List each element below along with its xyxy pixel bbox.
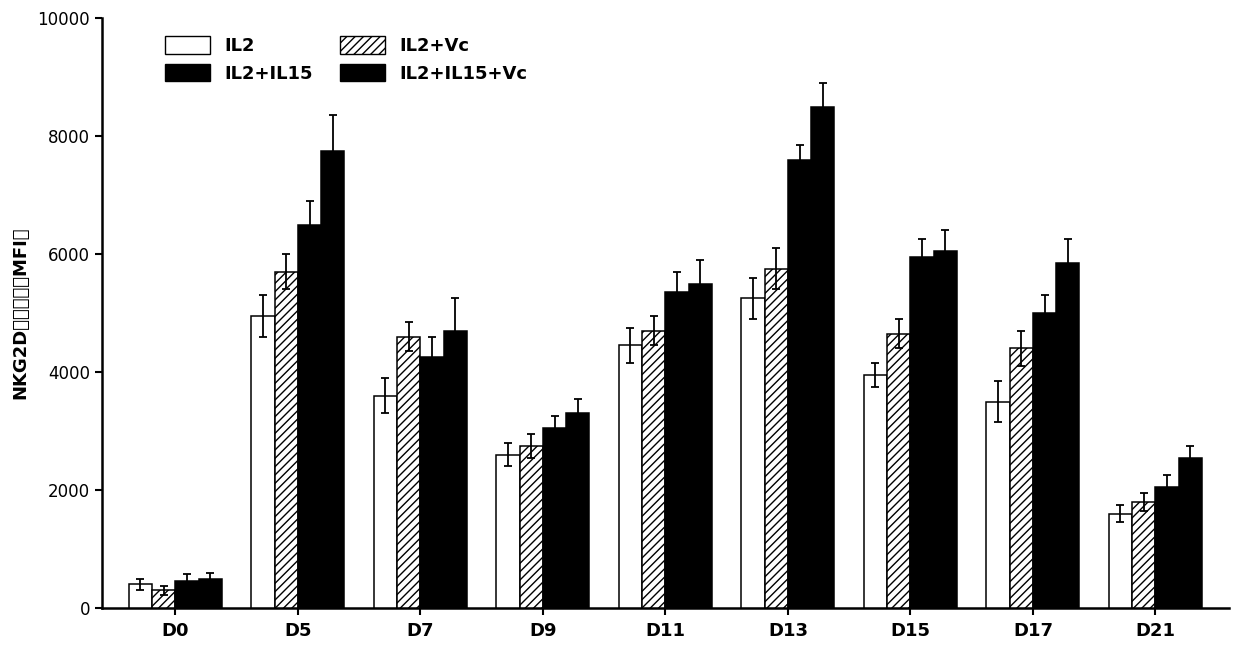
Bar [887, 334, 910, 608]
Bar [543, 428, 567, 608]
Bar [1009, 348, 1033, 608]
Bar [666, 292, 688, 608]
Bar [274, 271, 298, 608]
Bar [642, 331, 666, 608]
Bar [567, 413, 589, 608]
Bar [934, 251, 957, 608]
Bar [252, 316, 274, 608]
Bar [198, 579, 222, 608]
Bar [619, 346, 642, 608]
Bar [787, 159, 811, 608]
Bar [1033, 313, 1056, 608]
Bar [298, 225, 321, 608]
Bar [420, 357, 444, 608]
Bar [1109, 514, 1132, 608]
Bar [765, 269, 787, 608]
Bar [986, 402, 1009, 608]
Bar [321, 151, 345, 608]
Bar [910, 257, 934, 608]
Bar [373, 396, 397, 608]
Bar [742, 298, 765, 608]
Bar [129, 585, 153, 608]
Bar [444, 331, 467, 608]
Bar [688, 284, 712, 608]
Bar [1132, 502, 1156, 608]
Bar [496, 454, 520, 608]
Legend: IL2, IL2+IL15, IL2+Vc, IL2+IL15+Vc: IL2, IL2+IL15, IL2+Vc, IL2+IL15+Vc [156, 27, 537, 92]
Y-axis label: NKG2D表达水平（MFI）: NKG2D表达水平（MFI） [11, 227, 29, 399]
Bar [175, 581, 198, 608]
Bar [1179, 458, 1202, 608]
Bar [520, 446, 543, 608]
Bar [153, 590, 175, 608]
Bar [1156, 487, 1179, 608]
Bar [864, 375, 887, 608]
Bar [1056, 263, 1080, 608]
Bar [397, 337, 420, 608]
Bar [811, 107, 835, 608]
